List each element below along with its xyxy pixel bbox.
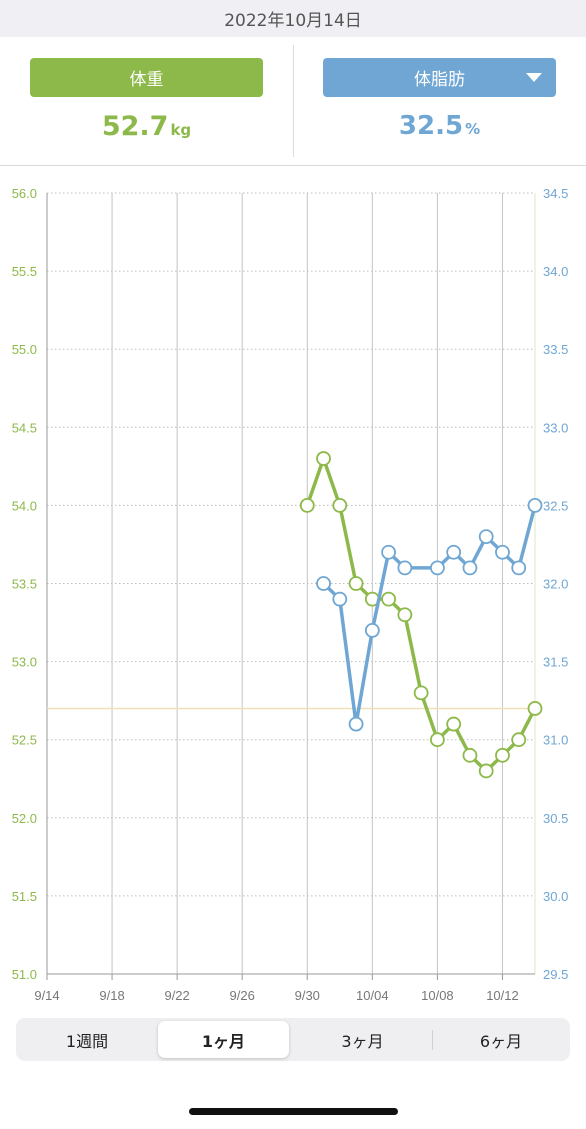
- home-indicator[interactable]: [189, 1108, 398, 1115]
- body-fat-data-point: [511, 560, 527, 576]
- tab-3-months-label: 3ヶ月: [341, 1031, 384, 1051]
- summary-divider: [293, 45, 294, 157]
- body-fat-data-point: [316, 576, 331, 591]
- body-fat-data-point: [429, 560, 445, 576]
- caret-down-icon: [526, 73, 542, 82]
- body-fat-data-point: [495, 544, 510, 560]
- period-selector: 1週間 1ヶ月 3ヶ月 6ヶ月: [16, 1018, 570, 1061]
- tab-1-week[interactable]: 1週間: [22, 1021, 152, 1058]
- y-right-tick-label: 30.5: [543, 811, 568, 826]
- body-fat-data-point: [332, 591, 348, 607]
- y-right-tick-label: 30.0: [543, 889, 568, 904]
- weight-value: 52.7 kg: [30, 111, 263, 142]
- y-right-tick-label: 33.0: [543, 420, 568, 435]
- y-right-tick-label: 31.5: [543, 655, 568, 670]
- weight-data-point: [446, 716, 462, 732]
- date-label: 2022年10月14日: [224, 11, 362, 31]
- y-right-tick-label: 34.0: [543, 264, 568, 279]
- body-fat-data-point: [397, 560, 413, 576]
- weight-data-point: [397, 607, 413, 623]
- date-header: 2022年10月14日: [0, 0, 586, 37]
- y-left-tick-label: 55.5: [12, 264, 37, 279]
- body-fat-series-line: [321, 503, 537, 726]
- y-right-tick-label: 34.5: [543, 186, 568, 201]
- weight-data-point: [429, 732, 445, 748]
- weight-button-label: 体重: [129, 70, 164, 90]
- x-tick-label: 10/12: [486, 988, 519, 1003]
- y-left-tick-label: 51.5: [12, 889, 37, 904]
- y-right-tick-label: 33.5: [543, 342, 568, 357]
- body-fat-data-point: [364, 622, 380, 638]
- x-tick-label: 9/30: [295, 988, 320, 1003]
- body-fat-unit: %: [465, 120, 481, 138]
- weight-data-point: [462, 747, 478, 763]
- weight-fat-chart: 51.0 51.5 52.0 52.5 53.0 53.5 54.0 54.5 55.0 55.5…: [12, 186, 569, 1003]
- y-left-tick-label: 54.5: [12, 420, 37, 435]
- y-left-tick-label: 51.0: [12, 967, 37, 982]
- tab-1-week-label: 1週間: [65, 1031, 109, 1051]
- weight-data-point: [413, 685, 429, 701]
- body-fat-button-label: 体脂肪: [414, 70, 465, 90]
- y-left-tick-label: 55.0: [12, 342, 37, 357]
- weight-data-point: [511, 732, 527, 748]
- tab-6-months-label: 6ヶ月: [479, 1031, 523, 1051]
- y-left-tick-label: 52.0: [12, 811, 37, 826]
- body-fat-data-point: [527, 497, 543, 513]
- body-fat-data-point: [478, 529, 494, 545]
- weight-data-point: [299, 497, 315, 513]
- tab-3-months[interactable]: 3ヶ月: [296, 1021, 429, 1058]
- weight-number: 52.7: [101, 111, 169, 142]
- weight-data-point: [381, 591, 397, 607]
- y-left-tick-label: 56.0: [12, 186, 37, 201]
- body-fat-data-point: [348, 716, 364, 732]
- tab-1-month[interactable]: 1ヶ月: [158, 1021, 289, 1058]
- y-left-tick-label: 53.0: [12, 655, 37, 670]
- x-tick-label: 9/26: [230, 988, 255, 1003]
- y-right-tick-label: 32.5: [543, 498, 568, 513]
- y-right-tick-label: 32.0: [543, 577, 568, 592]
- body-fat-data-point: [462, 560, 478, 576]
- weight-unit: kg: [170, 121, 192, 139]
- weight-data-point: [316, 451, 331, 466]
- x-tick-label: 10/04: [356, 988, 389, 1003]
- body-fat-data-point: [446, 544, 462, 560]
- x-tick-label: 9/22: [164, 988, 189, 1003]
- weight-data-point: [478, 763, 494, 779]
- y-right-tick-label: 31.0: [543, 733, 568, 748]
- weight-data-point: [495, 747, 510, 763]
- x-tick-label: 9/14: [34, 988, 59, 1003]
- x-tick-label: 9/18: [99, 988, 124, 1003]
- metrics-summary: 体重 52.7 kg 体脂肪 32.5%: [0, 37, 586, 166]
- body-fat-dropdown[interactable]: 体脂肪: [323, 58, 556, 97]
- body-fat-value: 32.5%: [323, 111, 556, 141]
- x-tick-label: 10/08: [421, 988, 454, 1003]
- weight-button[interactable]: 体重: [30, 58, 263, 97]
- body-fat-number: 32.5: [398, 111, 464, 141]
- tab-1-month-label: 1ヶ月: [201, 1031, 246, 1051]
- tab-6-months[interactable]: 6ヶ月: [436, 1021, 566, 1058]
- weight-data-point: [348, 576, 364, 591]
- weight-data-point: [332, 497, 348, 513]
- y-left-tick-label: 54.0: [12, 498, 37, 513]
- weight-data-point: [527, 701, 543, 716]
- y-right-tick-label: 29.5: [543, 967, 568, 982]
- y-left-tick-label: 53.5: [12, 577, 37, 592]
- tab-separator: [432, 1030, 433, 1050]
- y-left-tick-label: 52.5: [12, 733, 37, 748]
- body-fat-data-point: [381, 544, 397, 560]
